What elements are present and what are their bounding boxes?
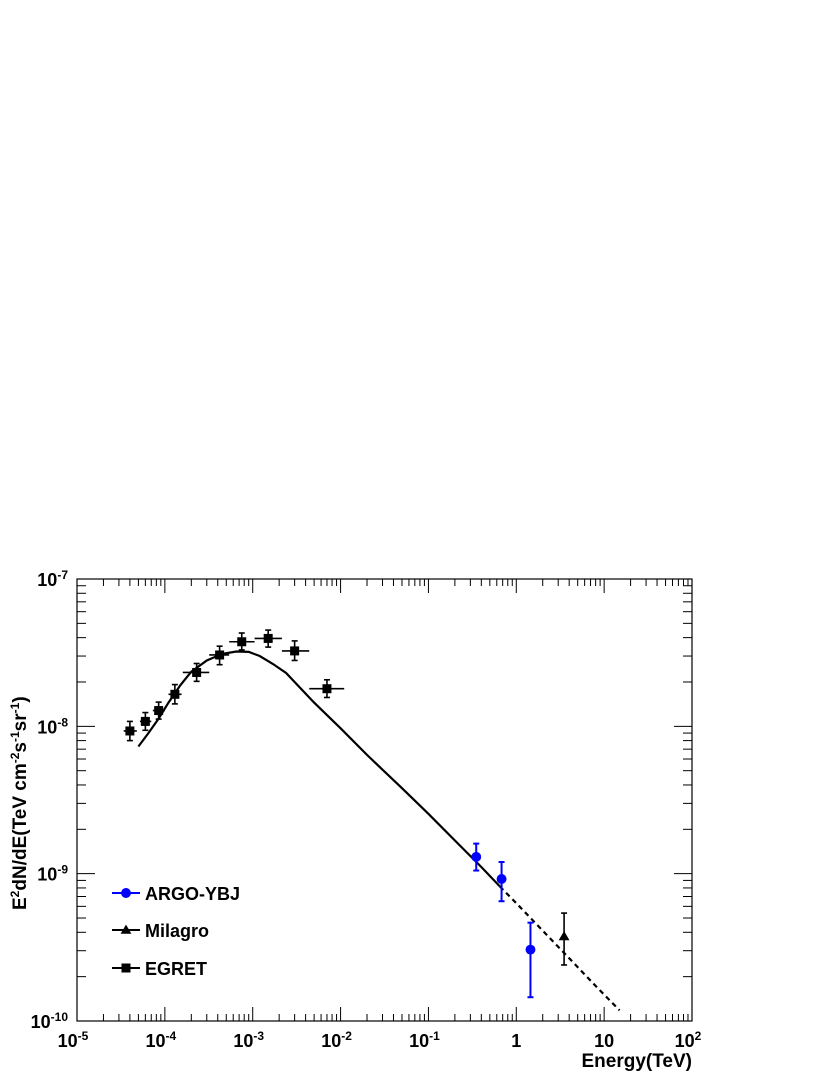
y-tick-labels: 10-10 10-9 10-8 10-7 (31, 568, 69, 1032)
milagro-point (558, 912, 570, 966)
x-tick-label: 10 (594, 1031, 614, 1051)
legend-label: Milagro (145, 921, 209, 941)
egret-marker (140, 716, 150, 726)
x-tick-label: 10-2 (321, 1029, 352, 1051)
argo-ybj-marker (525, 944, 536, 955)
argo-ybj-point (525, 921, 536, 999)
egret-marker (170, 689, 180, 699)
model-curve (137, 650, 621, 1012)
model-curve-solid (137, 650, 501, 888)
milagro-marker (558, 931, 570, 941)
legend: ARGO-YBJ Milagro EGRET (112, 884, 240, 979)
egret-point (152, 701, 165, 720)
x-tick-label: 1 (511, 1031, 521, 1051)
legend-entry-egret: EGRET (112, 959, 207, 979)
x-tick-label: 10-3 (233, 1029, 264, 1051)
legend-marker-square (121, 963, 131, 973)
egret-marker (290, 646, 300, 656)
egret-marker (192, 667, 202, 677)
y-tick-label: 10-7 (37, 568, 68, 590)
legend-entry-milagro: Milagro (112, 921, 209, 941)
egret-marker (237, 637, 247, 647)
major-ticks (76, 578, 693, 1022)
egret-point (123, 720, 137, 742)
y-axis-title: E2dN/dE(TeV cm-2s-1sr-1) (8, 696, 31, 910)
argo-ybj-marker (496, 874, 507, 884)
egret-marker (154, 706, 164, 716)
legend-label: ARGO-YBJ (145, 884, 240, 904)
x-tick-label: 10-1 (409, 1029, 440, 1051)
egret-point (209, 645, 230, 666)
egret-point (139, 711, 152, 732)
x-tick-label: 10-4 (146, 1029, 177, 1051)
x-axis-title: Energy(TeV) (581, 1051, 692, 1072)
y-tick-label: 10-10 (31, 1010, 69, 1032)
x-tick-label: 102 (675, 1029, 702, 1051)
egret-point (168, 683, 182, 705)
x-tick-label: 10-5 (58, 1029, 89, 1051)
data-series (123, 629, 570, 999)
argo-ybj-marker (471, 851, 482, 862)
model-curve-dashed (499, 885, 621, 1012)
egret-point (254, 629, 282, 648)
legend-entry-argo-ybj: ARGO-YBJ (112, 884, 240, 904)
egret-marker (215, 650, 225, 660)
y-tick-label: 10-9 (37, 863, 68, 885)
legend-marker-circle (121, 888, 131, 898)
egret-point (229, 632, 255, 651)
legend-marker-triangle (120, 924, 132, 934)
minor-ticks (77, 579, 692, 1021)
y-tick-label: 10-8 (37, 715, 68, 737)
argo-ybj-point (496, 861, 507, 903)
egret-marker (263, 633, 273, 643)
egret-marker (322, 684, 332, 694)
egret-point (309, 678, 345, 699)
egret-marker (125, 726, 135, 736)
legend-label: EGRET (145, 959, 207, 979)
argo-ybj-point (471, 842, 482, 872)
plot-frame (76, 578, 693, 1022)
x-tick-labels: 10-5 10-4 10-3 10-2 10-1 1 10 102 (58, 1029, 702, 1051)
egret-point (182, 662, 210, 683)
egret-point (281, 640, 310, 662)
